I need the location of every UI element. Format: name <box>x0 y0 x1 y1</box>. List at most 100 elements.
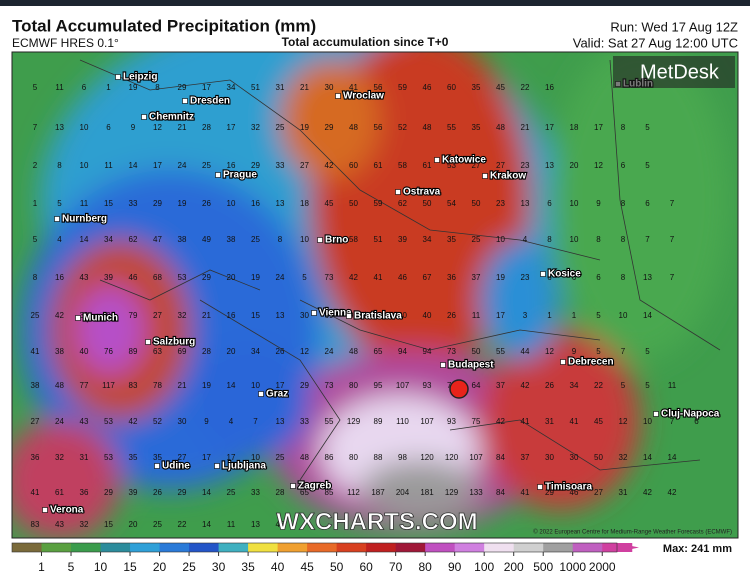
grid-value: 42 <box>55 311 64 320</box>
grid-value: 27 <box>496 161 505 170</box>
city-label: Leipzig <box>123 72 157 83</box>
grid-value: 5 <box>645 123 650 132</box>
grid-value: 11 <box>472 311 481 320</box>
grid-value: 8 <box>547 235 552 244</box>
city-dot <box>482 173 488 179</box>
grid-value: 17 <box>202 83 211 92</box>
grid-value: 50 <box>472 347 481 356</box>
grid-value: 27 <box>178 453 187 462</box>
legend-tick-label: 80 <box>418 560 432 574</box>
city-label: Budapest <box>448 360 494 371</box>
grid-value: 8 <box>33 273 38 282</box>
grid-value: 11 <box>80 199 89 208</box>
grid-value: 8 <box>621 273 626 282</box>
grid-value: 12 <box>153 123 162 132</box>
city-dot <box>75 315 81 321</box>
grid-value: 29 <box>545 488 554 497</box>
grid-value: 41 <box>374 273 383 282</box>
grid-value: 5 <box>645 347 650 356</box>
grid-value: 30 <box>545 453 554 462</box>
grid-value: 45 <box>325 199 334 208</box>
grid-value: 9 <box>596 199 601 208</box>
grid-value: 15 <box>251 311 260 320</box>
grid-value: 55 <box>447 123 456 132</box>
grid-value: 93 <box>423 381 432 390</box>
grid-value: 29 <box>202 273 211 282</box>
grid-value: 54 <box>447 199 456 208</box>
city-dot <box>317 237 323 243</box>
grid-value: 29 <box>104 488 113 497</box>
grid-value: 32 <box>619 453 628 462</box>
city-dot <box>141 114 147 120</box>
grid-value: 25 <box>227 488 236 497</box>
grid-value: 19 <box>178 199 187 208</box>
grid-value: 23 <box>521 273 530 282</box>
grid-value: 30 <box>325 83 334 92</box>
grid-value: 7 <box>253 417 258 426</box>
grid-value: 50 <box>594 453 603 462</box>
legend-tick-label: 25 <box>182 560 196 574</box>
grid-value: 38 <box>178 235 187 244</box>
grid-value: 11 <box>104 161 113 170</box>
city-dot <box>42 507 48 513</box>
grid-value: 35 <box>447 235 456 244</box>
grid-value: 6 <box>572 273 577 282</box>
grid-value: 67 <box>423 273 432 282</box>
copyright: © 2022 European Centre for Medium-Range … <box>533 529 732 536</box>
grid-value: 10 <box>570 199 579 208</box>
grid-value: 6 <box>596 273 601 282</box>
location-marker <box>449 379 469 399</box>
grid-value: 23 <box>521 161 530 170</box>
grid-value: 10 <box>300 235 309 244</box>
logo: MetDesk <box>640 61 720 83</box>
city-label: Dresden <box>190 96 230 107</box>
city-dot <box>537 484 543 490</box>
city-label: Udine <box>162 461 190 472</box>
grid-value: 10 <box>570 235 579 244</box>
legend-swatch <box>218 543 249 552</box>
grid-value: 80 <box>349 453 358 462</box>
grid-value: 55 <box>325 417 334 426</box>
grid-value: 40 <box>423 311 432 320</box>
grid-value: 84 <box>496 488 505 497</box>
grid-value: 27 <box>472 161 481 170</box>
grid-value: 78 <box>153 381 162 390</box>
grid-value: 46 <box>423 83 432 92</box>
grid-value: 53 <box>178 273 187 282</box>
city-dot <box>395 189 401 195</box>
cities: LeipzigDresdenChemnitzWroclawLublinKatow… <box>42 71 721 517</box>
grid-value: 30 <box>300 311 309 320</box>
grid-value: 65 <box>374 347 383 356</box>
grid-value: 38 <box>31 381 40 390</box>
grid-value: 24 <box>276 273 285 282</box>
grid-value: 44 <box>521 347 530 356</box>
logo-box <box>613 56 735 88</box>
legend-tick-label: 5 <box>68 560 75 574</box>
grid-value: 45 <box>594 417 603 426</box>
grid-value: 46 <box>398 273 407 282</box>
grid-value: 35 <box>472 83 481 92</box>
grid-value: 3 <box>523 311 528 320</box>
city-label: Munich <box>83 313 118 324</box>
legend-swatch <box>159 543 190 552</box>
grid-value: 36 <box>80 488 89 497</box>
grid-value: 73 <box>325 273 334 282</box>
city-label: Graz <box>266 389 288 400</box>
legend-swatch <box>71 543 102 552</box>
grid-value: 22 <box>178 520 187 529</box>
grid-value: 10 <box>619 311 628 320</box>
grid-value: 39 <box>398 235 407 244</box>
legend-swatch <box>248 543 279 552</box>
run-time: Run: Wed 17 Aug 12Z <box>610 19 738 34</box>
legend-tick-label: 90 <box>448 560 462 574</box>
grid-value: 13 <box>55 123 64 132</box>
grid-value: 42 <box>349 273 358 282</box>
grid-value: 10 <box>251 381 260 390</box>
grid-value: 43 <box>55 520 64 529</box>
grid-value: 56 <box>374 83 383 92</box>
city-label: Vienna <box>319 308 352 319</box>
map: 5 11 6 1 19 8 29 17 34 51 31 21 30 41 56 59 46 60 35 45 22 16… <box>12 52 738 538</box>
grid-value: 6 <box>645 199 650 208</box>
city-dot <box>154 463 160 469</box>
grid-value: 13 <box>643 273 652 282</box>
